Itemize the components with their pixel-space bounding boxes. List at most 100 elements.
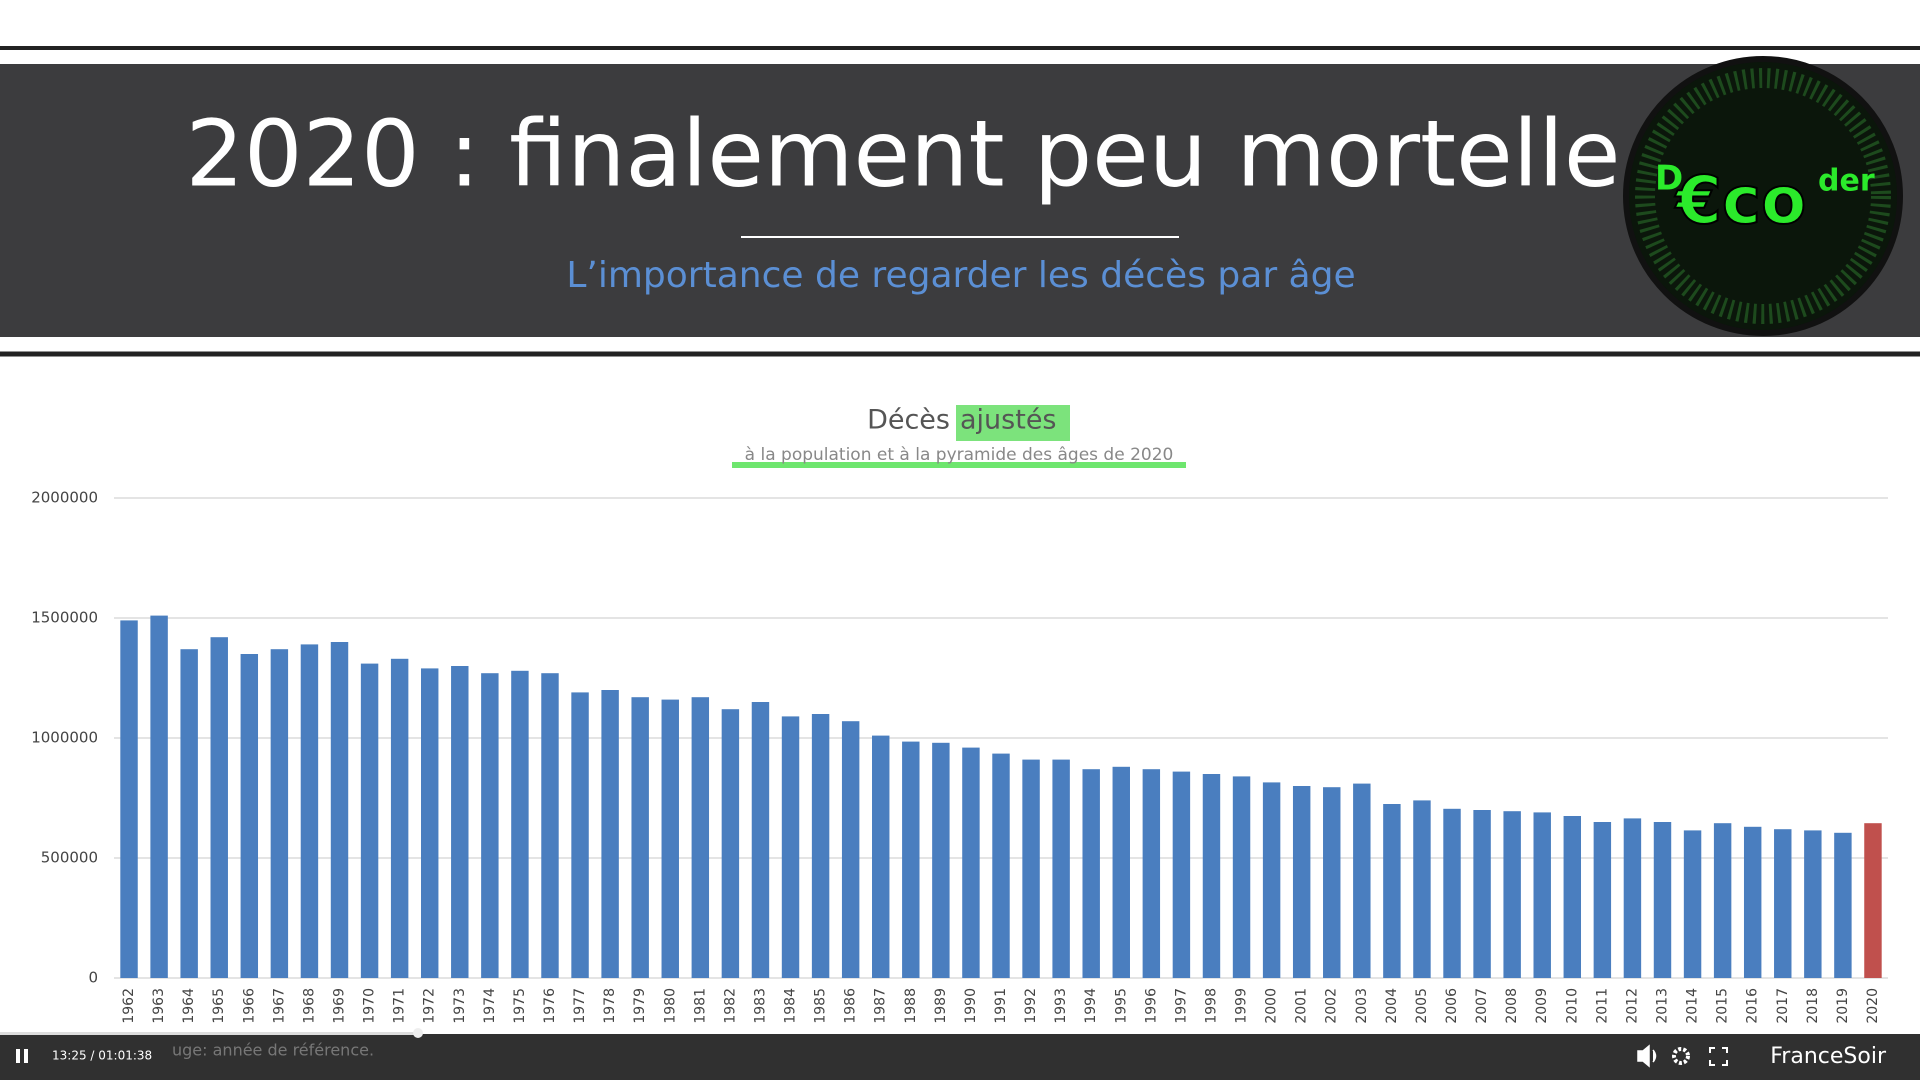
bar: [420, 668, 439, 978]
bar: [1022, 759, 1040, 978]
brand: FranceSoir: [1770, 1044, 1887, 1069]
bar: [992, 753, 1010, 978]
logo-texture: [1635, 68, 1891, 324]
x-tick-label: 1986: [843, 988, 859, 1024]
x-tick-label: 1995: [1113, 988, 1129, 1024]
bar: [180, 649, 198, 978]
x-tick-label: 1984: [783, 988, 799, 1024]
x-tick-label: 2013: [1654, 988, 1670, 1024]
x-tick-label: 1968: [301, 988, 317, 1024]
player-background: [0, 1034, 1920, 1080]
x-tick-label: 2015: [1715, 988, 1731, 1024]
x-tick-label: 2001: [1294, 988, 1310, 1024]
bar: [1533, 812, 1551, 978]
x-tick-label: 2004: [1384, 988, 1400, 1024]
x-tick-label: 1998: [1203, 988, 1219, 1024]
x-tick-label: 1967: [271, 988, 287, 1024]
bar: [601, 690, 619, 978]
bar: [571, 692, 589, 978]
x-tick-label: 1999: [1234, 988, 1250, 1024]
logo-text: der: [1818, 164, 1875, 199]
x-tick-label: 1966: [241, 988, 257, 1024]
x-tick-label: 1987: [873, 988, 889, 1024]
bar: [1413, 800, 1431, 978]
logo-text: D: [1655, 159, 1683, 199]
bar: [1743, 826, 1762, 978]
x-tick-label: 1996: [1143, 988, 1159, 1024]
bar: [1593, 822, 1612, 978]
x-tick-label: 1964: [181, 988, 197, 1024]
icon: [24, 1049, 28, 1063]
x-tick-label: 1993: [1053, 988, 1069, 1024]
bar: [1353, 783, 1371, 978]
bar: [1172, 771, 1191, 978]
bar: [1834, 832, 1852, 978]
slide-title: 2020 : finalement peu mortelle: [186, 100, 1621, 207]
x-tick-label: 1974: [482, 988, 498, 1024]
bar: [1653, 822, 1672, 978]
bar: [1232, 776, 1251, 978]
bar: [1292, 786, 1311, 978]
bar: [511, 670, 529, 978]
progress-handle[interactable]: [413, 1028, 423, 1038]
chart-title: ajustés: [960, 405, 1057, 436]
settings-button[interactable]: [1672, 1047, 1690, 1065]
highlight: [732, 462, 1186, 468]
player-bar: 13:25 / 01:01:38 uge: année de référence…: [0, 1028, 1920, 1080]
bar: [330, 642, 349, 978]
bar: [120, 620, 138, 978]
x-tick-label: 2002: [1324, 988, 1340, 1024]
bar: [691, 697, 710, 978]
highlight: [956, 405, 1070, 441]
bar: [1804, 830, 1822, 978]
pause-button[interactable]: [16, 1049, 28, 1063]
x-tick-label: 2007: [1474, 988, 1490, 1024]
bar: [661, 699, 679, 978]
x-tick-label: 2006: [1444, 988, 1460, 1024]
volume-button[interactable]: [1637, 1044, 1657, 1068]
x-tick-label: 2000: [1264, 988, 1280, 1024]
x-tick-label: 1973: [452, 988, 468, 1024]
bar: [872, 735, 890, 978]
bar: [541, 673, 559, 978]
bar: [390, 658, 409, 978]
x-tick-label: 2020: [1865, 988, 1881, 1024]
x-tick-label: 1976: [542, 988, 558, 1024]
bar: [1262, 782, 1281, 978]
bar: [962, 747, 980, 978]
bar: [1473, 810, 1491, 978]
x-tick-label: 1963: [151, 988, 167, 1024]
bar: [1623, 818, 1642, 978]
bar: [1774, 829, 1792, 978]
chart: Décès ajustés à la population et à la py…: [31, 405, 1888, 1024]
x-tick-label: 1975: [512, 988, 528, 1024]
bar: [1503, 811, 1521, 978]
slide-subtitle: L’importance de regarder les décès par â…: [566, 255, 1355, 296]
x-tick-label: 2010: [1564, 988, 1580, 1024]
x-tick-label: 1979: [632, 988, 648, 1024]
y-tick-label: 1500000: [31, 609, 98, 627]
bar: [1082, 769, 1100, 978]
x-tick-label: 2018: [1805, 988, 1821, 1024]
x-tick-label: 2009: [1534, 988, 1550, 1024]
bar: [841, 721, 860, 978]
y-tick-label: 0: [88, 969, 98, 987]
chart-title: Décès: [867, 405, 950, 436]
x-tick-label: 1980: [662, 988, 678, 1024]
x-tick-label: 1982: [722, 988, 738, 1024]
bar: [1202, 774, 1221, 978]
fullscreen-button[interactable]: [1709, 1047, 1728, 1066]
x-tick-label: 1981: [692, 988, 708, 1024]
logo-circle: [1623, 56, 1903, 336]
x-tick-label: 2008: [1504, 988, 1520, 1024]
bar: [210, 637, 228, 978]
x-tick-label: 2011: [1594, 988, 1610, 1024]
x-tick-label: 2012: [1624, 988, 1640, 1024]
x-tick-label: 1962: [121, 988, 137, 1024]
x-tick-label: 1969: [332, 988, 348, 1024]
x-tick-label: 1983: [752, 988, 768, 1024]
bar: [360, 663, 379, 978]
x-tick-label: 1985: [813, 988, 829, 1024]
bar: [932, 742, 950, 978]
time: 13:25 / 01:01:38: [52, 1049, 152, 1063]
